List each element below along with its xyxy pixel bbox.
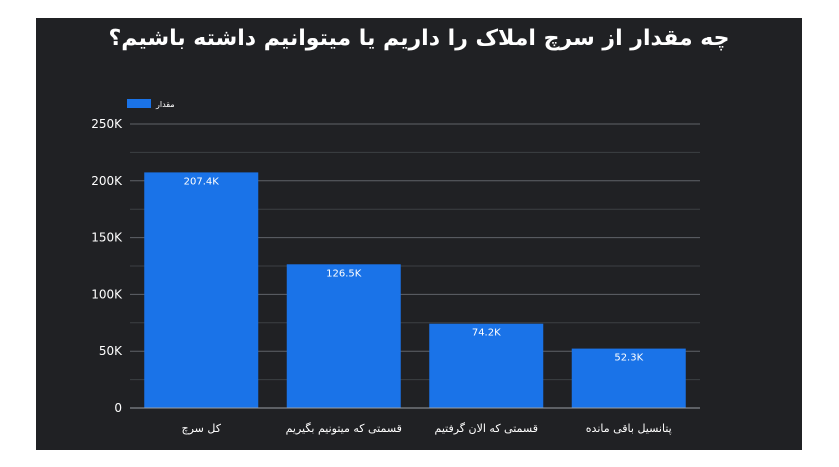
- y-tick-label: 100K: [91, 287, 123, 301]
- data-label: 207.4K: [184, 176, 220, 187]
- y-axis-ticks: 0 50K 100K 150K 200K 250K: [91, 117, 123, 415]
- y-tick-label: 200K: [91, 174, 123, 188]
- bar: [571, 348, 686, 408]
- category-label: کل سرچ: [182, 422, 222, 435]
- bar-chart: 0 50K 100K 150K 200K 250K 207.4K 126.5K 74.2K 52…: [91, 99, 700, 435]
- data-labels: 207.4K 126.5K 74.2K 52.3K: [184, 176, 644, 363]
- y-tick-label: 50K: [99, 344, 123, 358]
- y-tick-label: 150K: [91, 231, 123, 245]
- bar: [286, 264, 401, 408]
- bar: [144, 172, 259, 408]
- bars: [144, 172, 686, 408]
- data-label: 52.3K: [614, 353, 643, 364]
- category-label: پتانسیل باقی مانده: [586, 422, 672, 435]
- chart-card: چه مقدار از سرچ املاک را داریم یا میتوان…: [36, 18, 802, 450]
- data-label: 126.5K: [326, 268, 362, 279]
- legend: مقدار: [127, 99, 175, 109]
- data-label: 74.2K: [472, 328, 501, 339]
- category-labels: کل سرچ قسمتی که میتونیم بگیریم قسمتی که ال…: [182, 422, 672, 435]
- category-label: قسمتی که میتونیم بگیریم: [286, 422, 402, 435]
- y-tick-label: 0: [114, 401, 122, 415]
- category-label: قسمتی که الان گرفتیم: [435, 422, 538, 435]
- chart-title: چه مقدار از سرچ املاک را داریم یا میتوان…: [108, 26, 730, 51]
- legend-swatch: [127, 99, 151, 108]
- y-tick-label: 250K: [91, 117, 123, 131]
- legend-series-name: مقدار: [155, 100, 175, 109]
- bar: [429, 323, 544, 408]
